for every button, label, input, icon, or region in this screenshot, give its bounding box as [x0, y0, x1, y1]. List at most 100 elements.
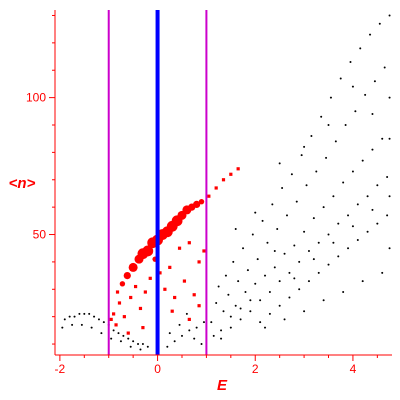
background-point	[229, 315, 232, 318]
background-point	[271, 203, 274, 206]
background-point	[312, 258, 315, 261]
background-point	[112, 329, 115, 332]
background-point	[278, 304, 281, 307]
background-point	[332, 241, 335, 244]
highlight-point	[158, 271, 162, 275]
background-point	[80, 323, 83, 326]
background-point	[337, 255, 340, 258]
highlight-point	[133, 284, 138, 289]
highlight-point	[163, 287, 167, 291]
highlight-point	[177, 246, 182, 250]
background-point	[327, 124, 330, 126]
background-point	[312, 217, 315, 220]
background-point	[359, 47, 362, 50]
background-point	[251, 233, 254, 236]
background-point	[371, 148, 374, 151]
background-point	[127, 337, 130, 340]
background-point	[342, 181, 345, 184]
background-point	[361, 159, 364, 162]
background-point	[322, 299, 325, 302]
background-point	[78, 312, 81, 315]
background-point	[166, 345, 169, 348]
background-point	[264, 274, 267, 277]
background-point	[325, 156, 328, 159]
background-point	[180, 334, 183, 337]
background-point	[388, 96, 391, 99]
background-point	[320, 115, 323, 118]
background-point	[303, 310, 306, 313]
y-axis-label: <n>	[9, 175, 36, 192]
x-axis-label: E	[217, 377, 228, 394]
background-point	[256, 258, 259, 261]
background-point	[388, 137, 391, 140]
background-point	[366, 195, 369, 198]
background-point	[386, 214, 389, 217]
background-point	[273, 249, 276, 252]
highlight-point	[129, 295, 133, 300]
background-point	[283, 318, 286, 321]
background-point	[139, 348, 142, 351]
background-point	[288, 296, 291, 299]
background-point	[71, 323, 74, 326]
background-point	[212, 334, 215, 337]
background-point	[290, 173, 293, 176]
background-point	[388, 195, 391, 198]
background-point	[281, 186, 284, 189]
background-point	[119, 340, 122, 343]
background-point	[217, 285, 220, 288]
highlight-point	[198, 198, 205, 205]
background-point	[310, 134, 313, 137]
background-point	[369, 33, 372, 36]
background-point	[361, 280, 364, 283]
highlight-point	[117, 301, 122, 305]
vertical-lines-layer	[107, 10, 208, 355]
highlight-point	[112, 312, 116, 316]
background-point	[347, 247, 350, 250]
x-tick-label: 0	[154, 362, 161, 376]
background-point	[305, 184, 308, 187]
background-point	[342, 291, 345, 294]
background-point	[102, 321, 105, 324]
background-point	[315, 170, 318, 173]
highlight-point	[187, 241, 191, 245]
background-point	[122, 334, 125, 337]
background-point	[242, 247, 245, 250]
background-point	[344, 124, 347, 126]
background-point	[388, 14, 391, 17]
background-point	[261, 219, 264, 222]
y-tick-label: 50	[33, 228, 47, 242]
background-point	[376, 222, 379, 225]
background-point	[61, 326, 64, 329]
background-points-layer	[61, 14, 391, 351]
background-point	[386, 176, 389, 179]
highlight-point	[148, 276, 152, 280]
background-point	[141, 343, 144, 346]
background-point	[278, 280, 281, 283]
background-point	[132, 340, 135, 343]
highlight-point	[207, 194, 211, 198]
background-point	[298, 288, 301, 291]
background-point	[188, 329, 191, 332]
highlight-point	[126, 331, 130, 335]
background-point	[220, 337, 223, 340]
background-point	[168, 332, 171, 335]
background-point	[373, 80, 376, 83]
background-point	[193, 337, 196, 340]
background-point	[202, 321, 205, 324]
highlight-point	[115, 290, 120, 294]
background-point	[327, 263, 330, 266]
background-point	[90, 326, 93, 329]
background-point	[266, 241, 269, 244]
highlight-point	[119, 281, 126, 287]
background-point	[349, 61, 352, 64]
background-point	[232, 260, 235, 263]
highlight-point	[214, 186, 218, 190]
highlight-point	[123, 271, 131, 280]
background-point	[322, 206, 325, 209]
background-point	[146, 345, 149, 348]
background-point	[378, 22, 381, 25]
background-point	[244, 291, 247, 294]
background-point	[224, 274, 227, 277]
background-point	[137, 343, 140, 346]
